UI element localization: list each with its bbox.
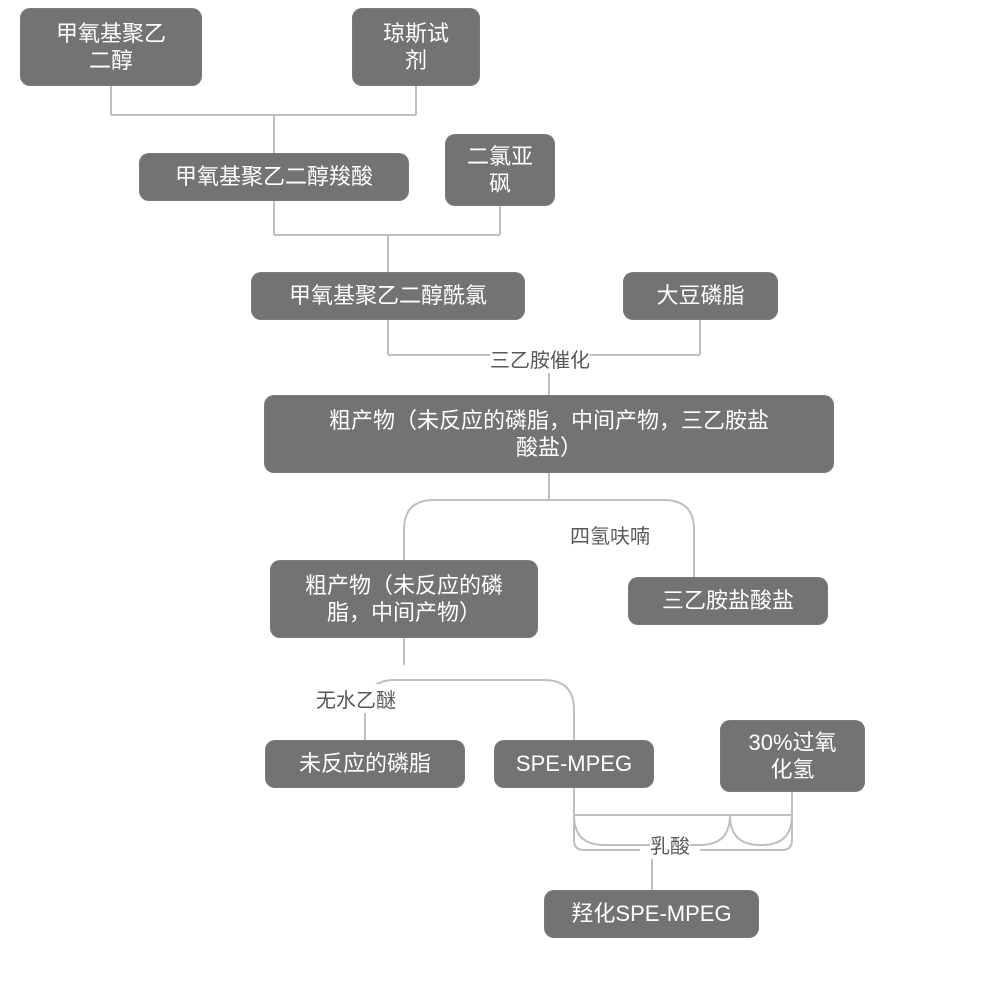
node-hydroxylated-spe-mpeg: 羟化SPE-MPEG — [544, 890, 759, 938]
edge-label-lactic-acid: 乳酸 — [650, 830, 690, 859]
node-label: SPE-MPEG — [516, 750, 632, 778]
node-unreacted-phospholipid: 未反应的磷脂 — [265, 740, 465, 788]
node-mpeg: 甲氧基聚乙二醇 — [20, 8, 202, 86]
node-label: 三乙胺盐酸盐 — [662, 587, 794, 615]
node-label: 甲氧基聚乙二醇羧酸 — [175, 163, 373, 191]
node-label: 琼斯试剂 — [383, 20, 449, 75]
node-label: 粗产物（未反应的磷脂，中间产物，三乙胺盐酸盐） — [329, 407, 769, 462]
node-crude-product-1: 粗产物（未反应的磷脂，中间产物，三乙胺盐酸盐） — [264, 395, 834, 473]
node-triethylamine-hcl: 三乙胺盐酸盐 — [628, 577, 828, 625]
node-label: 30%过氧化氢 — [748, 729, 836, 784]
node-label: 未反应的磷脂 — [299, 750, 431, 778]
node-label: 大豆磷脂 — [656, 282, 744, 310]
node-mpeg-cooh: 甲氧基聚乙二醇羧酸 — [139, 153, 409, 201]
node-jones-reagent: 琼斯试剂 — [352, 8, 480, 86]
node-label: 羟化SPE-MPEG — [571, 900, 731, 928]
node-label: 甲氧基聚乙二醇 — [56, 20, 166, 75]
node-thionyl-chloride: 二氯亚砜 — [445, 134, 555, 206]
node-soy-lecithin: 大豆磷脂 — [623, 272, 778, 320]
node-label: 二氯亚砜 — [467, 143, 533, 198]
node-mpeg-acyl-chloride: 甲氧基聚乙二醇酰氯 — [251, 272, 525, 320]
node-crude-product-2: 粗产物（未反应的磷脂，中间产物） — [270, 560, 538, 638]
node-hydrogen-peroxide: 30%过氧化氢 — [720, 720, 865, 792]
edge-label-thf: 四氢呋喃 — [570, 520, 650, 549]
node-spe-mpeg: SPE-MPEG — [494, 740, 654, 788]
edge-label-triethylamine-catalysis: 三乙胺催化 — [490, 344, 590, 373]
edge-label-anhydrous-ether: 无水乙醚 — [316, 684, 396, 713]
node-label: 甲氧基聚乙二醇酰氯 — [289, 282, 487, 310]
node-label: 粗产物（未反应的磷脂，中间产物） — [305, 572, 503, 627]
